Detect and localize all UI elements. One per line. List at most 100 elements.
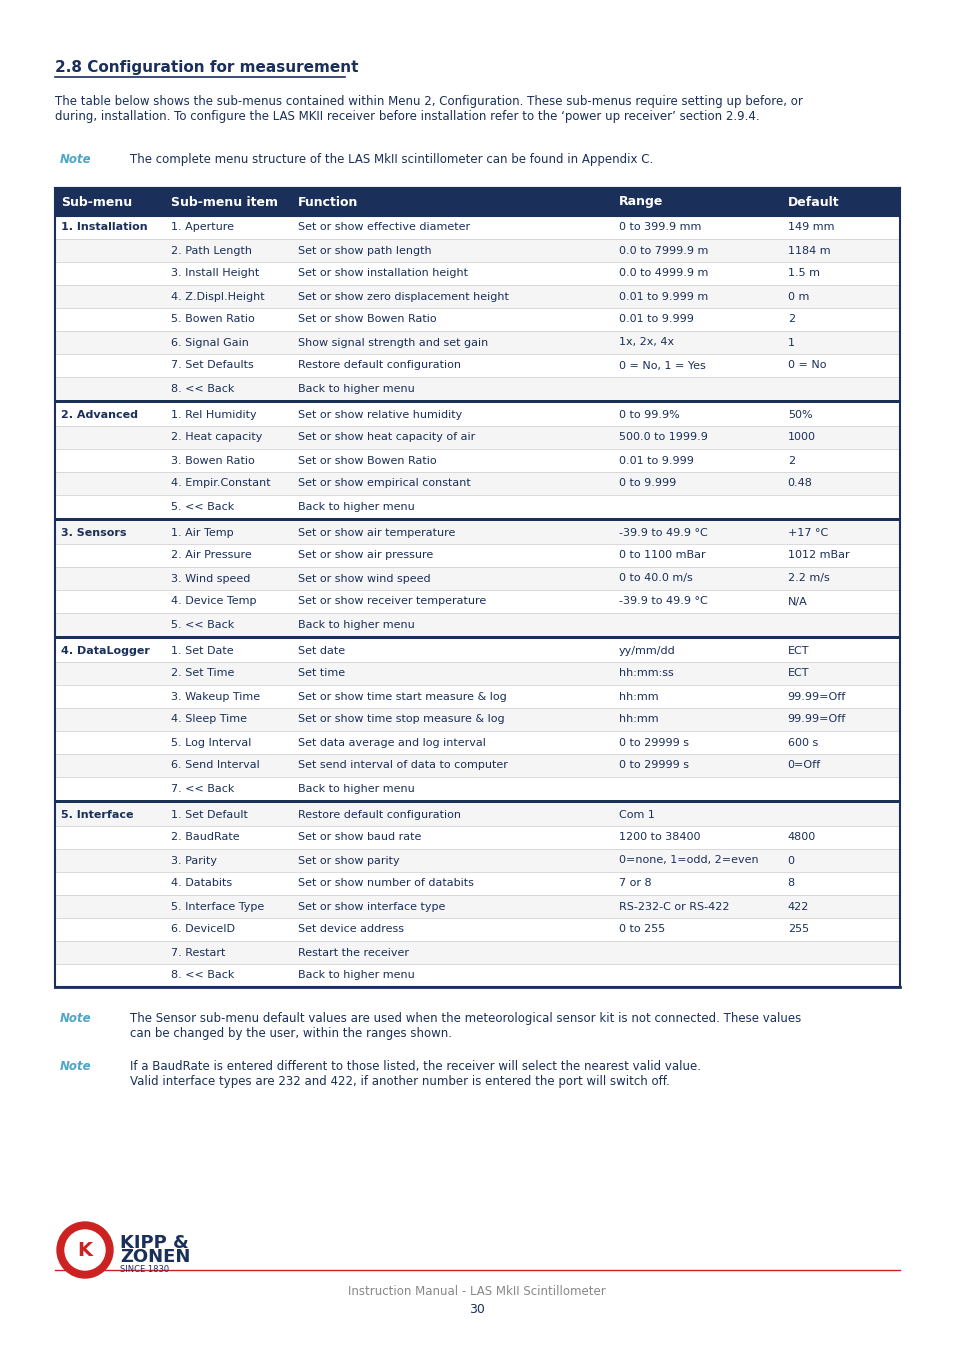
Bar (55, 308, 899, 331)
Bar (55, 239, 899, 262)
Bar (55, 495, 899, 518)
Text: 4. Sleep Time: 4. Sleep Time (171, 714, 247, 725)
Text: 1: 1 (787, 338, 794, 347)
Text: 0.01 to 9.999: 0.01 to 9.999 (618, 455, 693, 466)
Text: ECT: ECT (787, 645, 808, 656)
Text: 0 to 9.999: 0 to 9.999 (618, 478, 676, 489)
Text: 4. Z.Displ.Height: 4. Z.Displ.Height (171, 292, 264, 301)
Text: Show signal strength and set gain: Show signal strength and set gain (297, 338, 487, 347)
Text: 1. Set Default: 1. Set Default (171, 810, 248, 819)
Text: Restart the receiver: Restart the receiver (297, 948, 408, 957)
Bar (55, 964, 899, 987)
Text: Set or show effective diameter: Set or show effective diameter (297, 223, 469, 232)
Text: Back to higher menu: Back to higher menu (297, 971, 414, 980)
Text: Set or show installation height: Set or show installation height (297, 269, 467, 278)
Text: 7. Restart: 7. Restart (171, 948, 225, 957)
Text: 0.01 to 9.999 m: 0.01 to 9.999 m (618, 292, 707, 301)
Text: 30: 30 (469, 1303, 484, 1316)
Text: 0=Off: 0=Off (787, 760, 820, 771)
Text: The complete menu structure of the LAS MkII scintillometer can be found in Appen: The complete menu structure of the LAS M… (130, 153, 653, 166)
Text: Sub-menu item: Sub-menu item (171, 196, 277, 208)
Text: 3. Wind speed: 3. Wind speed (171, 574, 250, 583)
Text: 5. Log Interval: 5. Log Interval (171, 737, 251, 748)
Bar (55, 567, 899, 590)
Bar (55, 216, 899, 239)
Text: Instruction Manual - LAS MkII Scintillometer: Instruction Manual - LAS MkII Scintillom… (348, 1285, 605, 1297)
Text: Set or show heat capacity of air: Set or show heat capacity of air (297, 432, 475, 443)
Text: 2. Path Length: 2. Path Length (171, 246, 252, 255)
Text: K: K (77, 1241, 92, 1260)
Text: 0 m: 0 m (787, 292, 808, 301)
Bar (55, 684, 899, 707)
Text: +17 °C: +17 °C (787, 528, 827, 537)
Text: Set send interval of data to computer: Set send interval of data to computer (297, 760, 507, 771)
Text: 0 to 40.0 m/s: 0 to 40.0 m/s (618, 574, 692, 583)
Text: 1184 m: 1184 m (787, 246, 829, 255)
Text: 0 to 399.9 mm: 0 to 399.9 mm (618, 223, 700, 232)
Bar (55, 400, 899, 404)
Text: Set or show path length: Set or show path length (297, 246, 431, 255)
Text: Set data average and log interval: Set data average and log interval (297, 737, 485, 748)
Text: The table below shows the sub-menus contained within Menu 2, Configuration. Thes: The table below shows the sub-menus cont… (55, 95, 802, 123)
Text: Set device address: Set device address (297, 925, 403, 934)
Text: Default: Default (787, 196, 839, 208)
Text: 7. << Back: 7. << Back (171, 783, 234, 794)
Text: hh:mm: hh:mm (618, 691, 658, 702)
Bar (55, 354, 899, 377)
Text: 2. Advanced: 2. Advanced (61, 409, 138, 420)
Text: Set or show time start measure & log: Set or show time start measure & log (297, 691, 506, 702)
Text: 1. Installation: 1. Installation (61, 223, 148, 232)
Text: 6. DeviceID: 6. DeviceID (171, 925, 234, 934)
Text: Restore default configuration: Restore default configuration (297, 360, 460, 370)
Bar (55, 778, 899, 801)
Bar (55, 590, 899, 613)
Text: Function: Function (297, 196, 357, 208)
Text: 4. Empir.Constant: 4. Empir.Constant (171, 478, 271, 489)
Bar (55, 521, 899, 544)
Text: KIPP &: KIPP & (120, 1234, 189, 1251)
Text: 2: 2 (787, 455, 794, 466)
Text: Set or show air pressure: Set or show air pressure (297, 551, 433, 560)
Text: 0 to 29999 s: 0 to 29999 s (618, 760, 688, 771)
Bar (55, 188, 899, 987)
Bar (55, 918, 899, 941)
Text: 2. Heat capacity: 2. Heat capacity (171, 432, 262, 443)
Text: 4. DataLogger: 4. DataLogger (61, 645, 150, 656)
Text: 5. << Back: 5. << Back (171, 620, 233, 629)
Text: -39.9 to 49.9 °C: -39.9 to 49.9 °C (618, 597, 707, 606)
Bar (55, 872, 899, 895)
Bar (55, 662, 899, 684)
Text: 4. Databits: 4. Databits (171, 879, 232, 888)
Text: Set or show interface type: Set or show interface type (297, 902, 444, 911)
Bar (55, 755, 899, 778)
Text: Note: Note (60, 1060, 91, 1073)
Text: 4800: 4800 (787, 833, 815, 842)
Text: 0 to 255: 0 to 255 (618, 925, 664, 934)
Text: 2. Air Pressure: 2. Air Pressure (171, 551, 252, 560)
Bar (55, 801, 899, 803)
Bar (55, 849, 899, 872)
Text: 0.01 to 9.999: 0.01 to 9.999 (618, 315, 693, 324)
Text: -39.9 to 49.9 °C: -39.9 to 49.9 °C (618, 528, 707, 537)
Text: 2.8 Configuration for measurement: 2.8 Configuration for measurement (55, 59, 358, 76)
Text: 1000: 1000 (787, 432, 815, 443)
Text: Set or show Bowen Ratio: Set or show Bowen Ratio (297, 455, 436, 466)
Text: Set or show relative humidity: Set or show relative humidity (297, 409, 461, 420)
Text: 7. Set Defaults: 7. Set Defaults (171, 360, 253, 370)
Text: 8. << Back: 8. << Back (171, 971, 234, 980)
Text: Set or show receiver temperature: Set or show receiver temperature (297, 597, 485, 606)
Bar (55, 450, 899, 472)
Text: 6. Send Interval: 6. Send Interval (171, 760, 259, 771)
Bar (55, 895, 899, 918)
Text: hh:mm: hh:mm (618, 714, 658, 725)
Bar (55, 188, 899, 216)
Text: 6. Signal Gain: 6. Signal Gain (171, 338, 249, 347)
Text: 0=none, 1=odd, 2=even: 0=none, 1=odd, 2=even (618, 856, 758, 865)
Text: Com 1: Com 1 (618, 810, 654, 819)
Text: 1200 to 38400: 1200 to 38400 (618, 833, 700, 842)
Text: 0 = No, 1 = Yes: 0 = No, 1 = Yes (618, 360, 704, 370)
Text: 2. BaudRate: 2. BaudRate (171, 833, 239, 842)
Text: Back to higher menu: Back to higher menu (297, 620, 414, 629)
Text: 1. Aperture: 1. Aperture (171, 223, 233, 232)
Bar (55, 803, 899, 826)
